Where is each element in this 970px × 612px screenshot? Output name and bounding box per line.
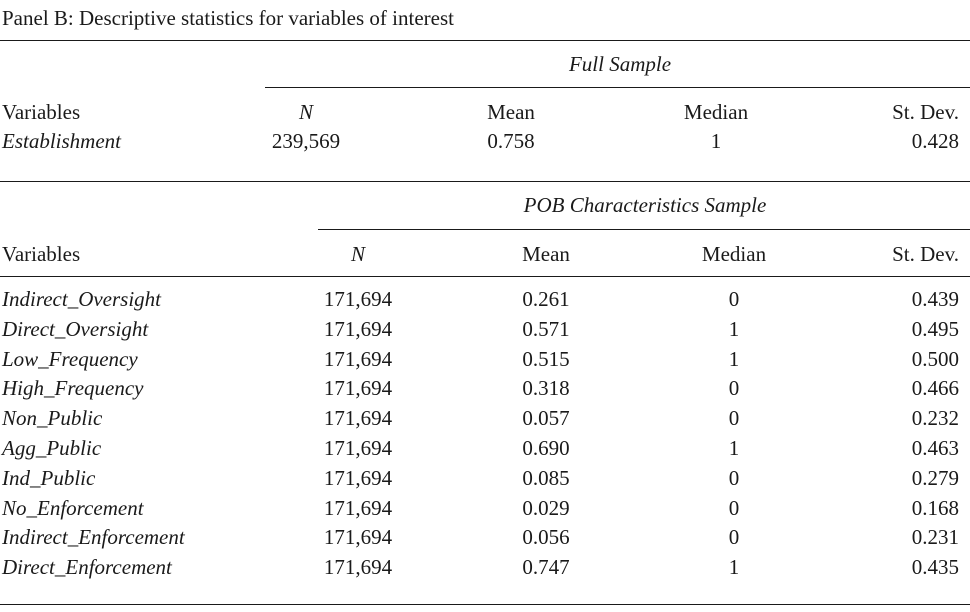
pob-sample-header: POB Characteristics Sample bbox=[523, 193, 767, 217]
row-mean: 0.056 bbox=[522, 525, 570, 549]
row-variable: Indirect_Oversight bbox=[2, 287, 162, 311]
row-mean: 0.085 bbox=[522, 466, 570, 490]
row-n: 171,694 bbox=[323, 347, 393, 371]
row-mean: 0.318 bbox=[522, 376, 570, 400]
full-sample-header: Full Sample bbox=[568, 52, 672, 76]
row-median: 1 bbox=[710, 129, 722, 153]
row-sd: 0.463 bbox=[911, 436, 959, 460]
row-median: 0 bbox=[728, 376, 740, 400]
full-col-variables: Variables bbox=[2, 100, 81, 124]
row-median: 1 bbox=[728, 555, 740, 579]
row-n: 171,694 bbox=[323, 525, 393, 549]
row-sd: 0.428 bbox=[911, 129, 959, 153]
pob-col-mean: Mean bbox=[522, 242, 570, 266]
row-variable: No_Enforcement bbox=[2, 496, 144, 520]
row-variable: Non_Public bbox=[2, 406, 103, 430]
row-sd: 0.279 bbox=[911, 466, 959, 490]
row-variable: Direct_Oversight bbox=[2, 317, 149, 341]
row-mean: 0.057 bbox=[522, 406, 570, 430]
pob-sample-rule bbox=[318, 229, 970, 230]
row-median: 0 bbox=[728, 525, 740, 549]
row-n: 171,694 bbox=[323, 436, 393, 460]
row-n: 171,694 bbox=[323, 287, 393, 311]
pob-col-median: Median bbox=[701, 242, 767, 266]
row-median: 0 bbox=[728, 406, 740, 430]
row-median: 0 bbox=[728, 496, 740, 520]
row-median: 0 bbox=[728, 466, 740, 490]
row-n: 171,694 bbox=[323, 406, 393, 430]
full-col-sd: St. Dev. bbox=[892, 100, 959, 124]
row-variable: Establishment bbox=[2, 129, 121, 153]
row-variable: Indirect_Enforcement bbox=[2, 525, 185, 549]
full-sample-rule bbox=[265, 87, 970, 88]
top-rule bbox=[0, 40, 970, 41]
row-sd: 0.500 bbox=[911, 347, 959, 371]
row-n: 171,694 bbox=[323, 317, 393, 341]
row-mean: 0.571 bbox=[522, 317, 570, 341]
full-col-n: N bbox=[298, 100, 313, 124]
row-sd: 0.435 bbox=[911, 555, 959, 579]
row-mean: 0.758 bbox=[487, 129, 535, 153]
header-bottom-rule bbox=[0, 276, 970, 277]
row-sd: 0.168 bbox=[911, 496, 959, 520]
row-mean: 0.029 bbox=[522, 496, 570, 520]
row-n: 171,694 bbox=[323, 466, 393, 490]
row-variable: Agg_Public bbox=[2, 436, 102, 460]
row-n: 239,569 bbox=[271, 129, 341, 153]
row-sd: 0.466 bbox=[911, 376, 959, 400]
row-median: 1 bbox=[728, 317, 740, 341]
row-n: 171,694 bbox=[323, 376, 393, 400]
row-variable: High_Frequency bbox=[2, 376, 144, 400]
row-mean: 0.515 bbox=[522, 347, 570, 371]
row-variable: Ind_Public bbox=[2, 466, 96, 490]
row-variable: Direct_Enforcement bbox=[2, 555, 172, 579]
row-mean: 0.747 bbox=[522, 555, 570, 579]
row-n: 171,694 bbox=[323, 555, 393, 579]
row-median: 1 bbox=[728, 436, 740, 460]
section-rule bbox=[0, 181, 970, 182]
pob-col-n: N bbox=[350, 242, 365, 266]
row-variable: Low_Frequency bbox=[2, 347, 138, 371]
row-median: 1 bbox=[728, 347, 740, 371]
row-n: 171,694 bbox=[323, 496, 393, 520]
row-sd: 0.495 bbox=[911, 317, 959, 341]
row-median: 0 bbox=[728, 287, 740, 311]
table-caption: Panel B: Descriptive statistics for vari… bbox=[2, 6, 454, 30]
row-sd: 0.232 bbox=[911, 406, 959, 430]
row-sd: 0.231 bbox=[911, 525, 959, 549]
row-mean: 0.261 bbox=[522, 287, 570, 311]
bottom-rule bbox=[0, 604, 970, 605]
full-col-mean: Mean bbox=[487, 100, 535, 124]
row-mean: 0.690 bbox=[522, 436, 570, 460]
full-col-median: Median bbox=[683, 100, 749, 124]
row-sd: 0.439 bbox=[911, 287, 959, 311]
pob-col-sd: St. Dev. bbox=[892, 242, 959, 266]
pob-col-variables: Variables bbox=[2, 242, 81, 266]
